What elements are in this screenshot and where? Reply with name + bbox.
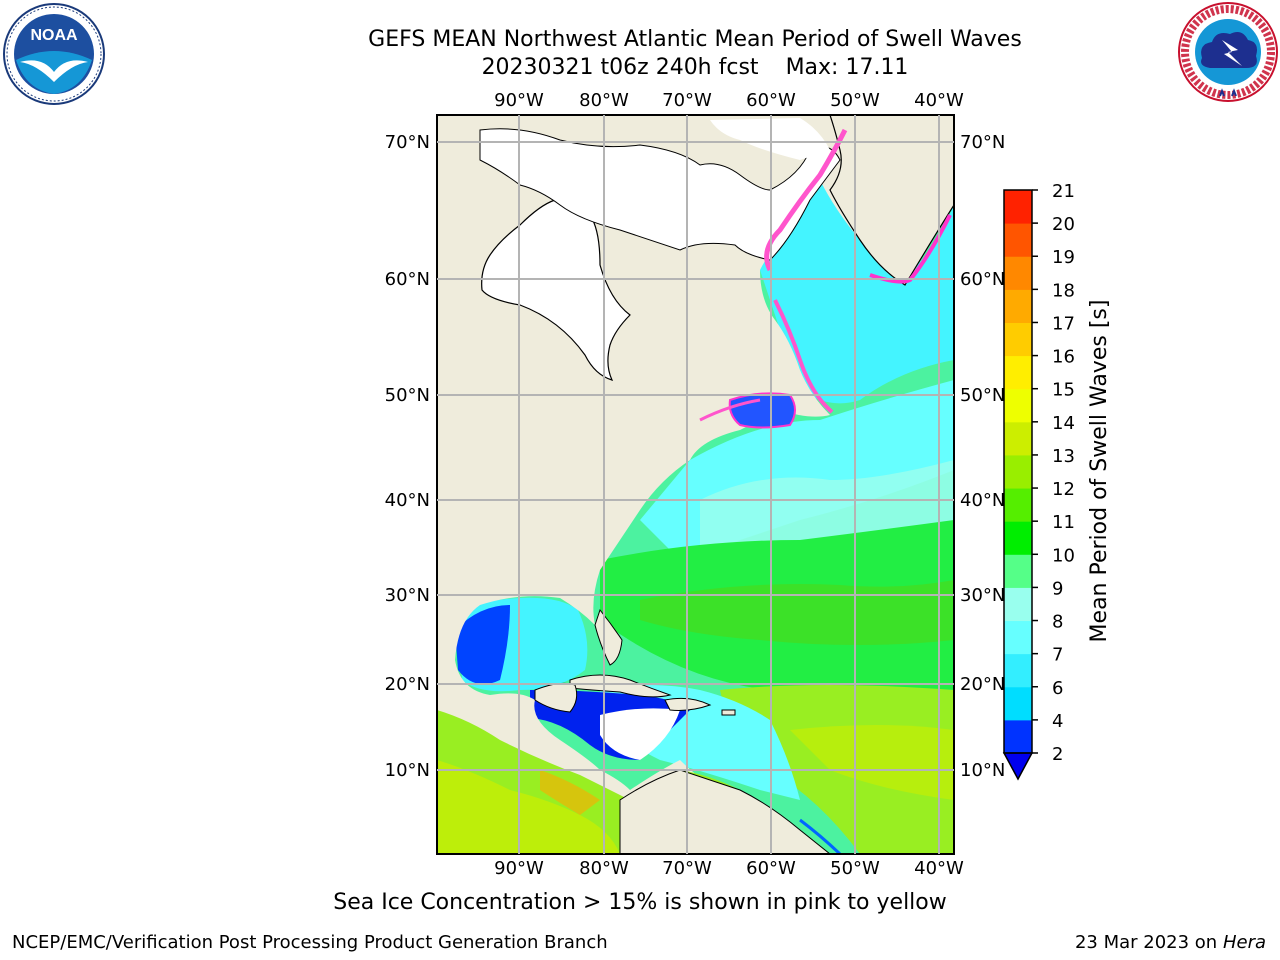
colorbar-tick-label: 19: [1052, 247, 1075, 268]
colorbar-bin: [1004, 653, 1032, 688]
run-label: 20230321 t06z 240h fcst: [481, 55, 759, 80]
colorbar-bin: [1004, 421, 1032, 456]
lat-tick-left: 50°N: [385, 385, 430, 406]
lon-tick-top: 50°W: [830, 90, 880, 111]
colorbar-frame: [1003, 189, 1033, 754]
colorbar-tick-label: 18: [1052, 280, 1075, 301]
colorbar-under-arrow: [1002, 752, 1034, 781]
producer-label: NCEP/EMC/Verification Post Processing Pr…: [12, 932, 608, 953]
lat-tick-left: 10°N: [385, 760, 430, 781]
colorbar-bin: [1004, 521, 1032, 555]
colorbar-bin: [1004, 256, 1032, 290]
sea-ice-edge-labrador: [764, 128, 848, 272]
lon-tick-top: 70°W: [662, 90, 712, 111]
south-america-land: [619, 769, 831, 854]
colorbar-tick-label: 6: [1052, 678, 1063, 699]
max-label: Max: 17.11: [785, 55, 909, 80]
noaa-logo-icon: NOAA: [3, 3, 105, 105]
colorbar-bin: [1004, 686, 1032, 721]
sea-ice-note: Sea Ice Concentration > 15% is shown in …: [333, 890, 947, 915]
colorbar-tick-label: 20: [1052, 214, 1075, 235]
lon-tick-bottom: 60°W: [746, 858, 796, 879]
lon-tick-bottom: 90°W: [494, 858, 544, 879]
svg-text:NOAA: NOAA: [30, 27, 78, 44]
colorbar-bin: [1004, 355, 1032, 390]
st-lawrence: [728, 392, 796, 429]
title-main: GEFS MEAN Northwest Atlantic Mean Period…: [368, 27, 1022, 52]
colorbar-tick-label: 16: [1052, 347, 1075, 368]
map-frame: [436, 114, 955, 855]
lon-tick-top: 40°W: [914, 90, 964, 111]
lon-tick-top: 80°W: [579, 90, 629, 111]
colorbar-bin: [1004, 620, 1032, 655]
colorbar-bin: [1004, 454, 1032, 489]
cyan-north-region: [760, 178, 954, 404]
colorbar: 2 4 6 7 8 9 10 11 12 13 14 15 16 17 18 19 20 21: [1002, 181, 1075, 781]
tick-labels: 90°W 90°W 80°W 80°W 70°W 70°W 60°W 60°W 50°W 50°W…: [385, 90, 1006, 879]
colorbar-tick-label: 9: [1052, 578, 1063, 599]
colorbar-tick-label: 8: [1052, 612, 1063, 633]
colorbar-bin: [1004, 488, 1032, 522]
lat-tick-right: 20°N: [960, 674, 1005, 695]
colorbar-bin: [1004, 587, 1032, 622]
lat-tick-right: 50°N: [960, 385, 1005, 406]
colorbar-label: Mean Period of Swell Waves [s]: [1087, 300, 1112, 643]
lon-tick-bottom: 50°W: [830, 858, 880, 879]
title-subline: 20230321 t06z 240h fcst Max: 17.11: [300, 54, 1090, 82]
lon-tick-top: 90°W: [494, 90, 544, 111]
lat-tick-right: 70°N: [960, 132, 1005, 153]
colorbar-tick-label: 13: [1052, 446, 1075, 467]
lon-tick-bottom: 80°W: [579, 858, 629, 879]
lon-tick-bottom: 70°W: [662, 858, 712, 879]
colorbar-tick-label: 10: [1052, 545, 1075, 566]
lat-tick-right: 30°N: [960, 585, 1005, 606]
colorbar-bin: [1004, 190, 1032, 224]
lat-tick-left: 30°N: [385, 585, 430, 606]
lat-tick-right: 40°N: [960, 490, 1005, 511]
lon-tick-bottom: 40°W: [914, 858, 964, 879]
colorbar-tick-label: 11: [1052, 512, 1075, 533]
colorbar-tick-label: 21: [1052, 181, 1075, 202]
date-label: 23 Mar 2023 on Hera: [1075, 932, 1266, 953]
colorbar-bin: [1004, 223, 1032, 257]
colorbar-bin: [1004, 289, 1032, 323]
colorbar-tick-label: 14: [1052, 413, 1075, 434]
colorbar-tick-label: 7: [1052, 645, 1063, 666]
nws-logo-icon: [1178, 2, 1278, 102]
map-layers: [437, 115, 954, 854]
cuba-land: [569, 674, 672, 698]
lat-tick-left: 20°N: [385, 674, 430, 695]
colorbar-bin: [1004, 322, 1032, 357]
lat-tick-left: 40°N: [385, 490, 430, 511]
colorbar-tick-label: 12: [1052, 479, 1075, 500]
machine-text: Hera: [1222, 932, 1266, 953]
colorbar-tick-label: 17: [1052, 313, 1075, 334]
lat-tick-left: 70°N: [385, 132, 430, 153]
greenland-land: [829, 115, 954, 286]
lat-tick-right: 60°N: [960, 269, 1005, 290]
colorbar-tick-label: 2: [1052, 744, 1063, 765]
colorbar-bin: [1004, 719, 1032, 754]
lat-tick-right: 10°N: [960, 760, 1005, 781]
date-text: 23 Mar 2023 on: [1074, 932, 1218, 953]
arctic-channels: [479, 128, 841, 261]
lat-tick-left: 60°N: [385, 269, 430, 290]
colorbar-tick-label: 4: [1052, 711, 1063, 732]
colorbar-bin: [1004, 388, 1032, 423]
colorbar-bin: [1004, 554, 1032, 588]
colorbar-tick-label: 15: [1052, 380, 1075, 401]
chart-title: GEFS MEAN Northwest Atlantic Mean Period…: [300, 26, 1090, 82]
graticule: [437, 115, 954, 854]
lon-tick-top: 60°W: [746, 90, 796, 111]
